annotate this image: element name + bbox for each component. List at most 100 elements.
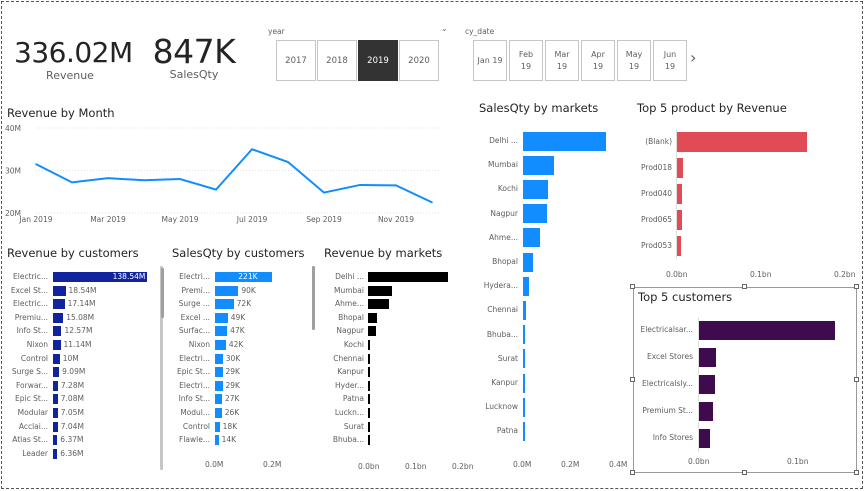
category-label: Chennai [487,305,518,315]
bar[interactable] [215,285,239,296]
bar[interactable] [215,326,228,337]
bar[interactable] [523,228,540,248]
date-option[interactable]: Feb 19 [509,40,543,81]
data-point [35,163,37,165]
bar[interactable] [215,408,222,418]
bar[interactable] [523,276,530,296]
salesqty-card[interactable]: 847K SalesQty [146,32,242,88]
data-point [215,188,217,191]
bar[interactable] [676,236,681,256]
bar[interactable] [53,408,58,418]
revenue-by-customers-scrollbar[interactable] [160,266,163,470]
bar[interactable] [368,435,370,446]
resize-handle[interactable] [854,470,859,475]
bar[interactable] [698,320,835,340]
year-option-2020[interactable]: 2020 [399,40,439,81]
revenue-card[interactable]: 336.02M Revenue [14,36,133,88]
date-option[interactable]: Jun 19 [653,40,687,81]
bar[interactable] [676,132,808,152]
resize-handle[interactable] [742,284,747,289]
bar[interactable] [368,394,370,405]
year-option-2019[interactable]: 2019 [358,40,398,81]
resize-handle[interactable] [854,377,859,382]
bar[interactable] [523,252,533,272]
bar[interactable] [523,349,525,369]
bar[interactable] [53,435,58,446]
bar[interactable] [523,325,525,345]
bar[interactable] [698,347,717,367]
bar[interactable] [368,312,378,323]
bar[interactable] [523,397,525,417]
bar[interactable] [368,272,448,282]
bar[interactable] [368,340,371,350]
chevron-down-icon[interactable]: ⌄ [441,24,448,33]
bar[interactable] [368,380,370,391]
bar[interactable] [523,179,548,199]
bar[interactable] [368,299,390,310]
bar[interactable] [698,428,711,448]
bar[interactable] [523,421,525,441]
salesqty-by-customers-scrollbar[interactable] [161,268,164,318]
bar[interactable] [53,299,65,310]
category-label: Forwar... [16,380,48,390]
bar[interactable] [523,155,554,175]
bar[interactable] [53,394,58,405]
bar[interactable] [368,353,370,364]
resize-handle[interactable] [630,470,635,475]
bar[interactable] [676,210,682,230]
bar[interactable] [523,204,547,224]
bar[interactable] [523,131,607,151]
resize-handle[interactable] [854,284,859,289]
year-option-2018[interactable]: 2018 [317,40,357,81]
bar[interactable] [53,380,58,391]
bar[interactable] [368,421,370,432]
resize-handle[interactable] [742,470,747,475]
data-label: 18.54M [68,285,97,295]
bar[interactable] [53,367,60,378]
bar[interactable] [368,326,376,337]
data-label: 138.54M [112,272,146,281]
date-option[interactable]: May 19 [617,40,651,81]
bar[interactable] [215,435,219,446]
data-label: 10M [62,353,79,363]
bar[interactable] [368,367,370,378]
bar[interactable] [698,401,713,421]
bar[interactable] [53,272,147,282]
bar[interactable] [523,300,526,320]
bar[interactable] [53,285,66,296]
bar[interactable] [53,421,58,432]
bar[interactable] [368,285,392,296]
bar[interactable] [53,340,61,350]
bar[interactable] [523,373,525,393]
resize-handle[interactable] [630,284,635,289]
bar[interactable] [53,448,58,459]
x-tick-label: 0.0bn [666,270,688,279]
bar[interactable] [215,299,234,310]
category-label: Info St... [16,326,48,336]
bar[interactable] [676,184,682,204]
bar[interactable] [215,272,273,282]
date-option[interactable]: Jan 19 [473,40,507,81]
resize-handle[interactable] [630,377,635,382]
date-option[interactable]: Mar 19 [545,40,579,81]
bar[interactable] [215,421,220,432]
bar[interactable] [215,340,226,350]
date-option[interactable]: Apr 19 [581,40,615,81]
bar[interactable] [53,353,60,364]
year-option-2017[interactable]: 2017 [276,40,316,81]
bar[interactable] [215,312,228,323]
category-label: Bhuba... [332,435,364,445]
bar[interactable] [215,367,223,378]
chevron-right-icon[interactable]: › [690,48,697,67]
bar[interactable] [368,408,370,418]
bar[interactable] [676,158,683,178]
bar[interactable] [215,394,222,405]
bar[interactable] [215,380,223,391]
bar[interactable] [215,353,223,364]
bar[interactable] [698,374,715,394]
data-label: 15.08M [66,312,95,322]
revenue-by-markets-scrollbar[interactable] [312,266,315,330]
bar[interactable] [53,326,62,337]
bar[interactable] [53,312,64,323]
